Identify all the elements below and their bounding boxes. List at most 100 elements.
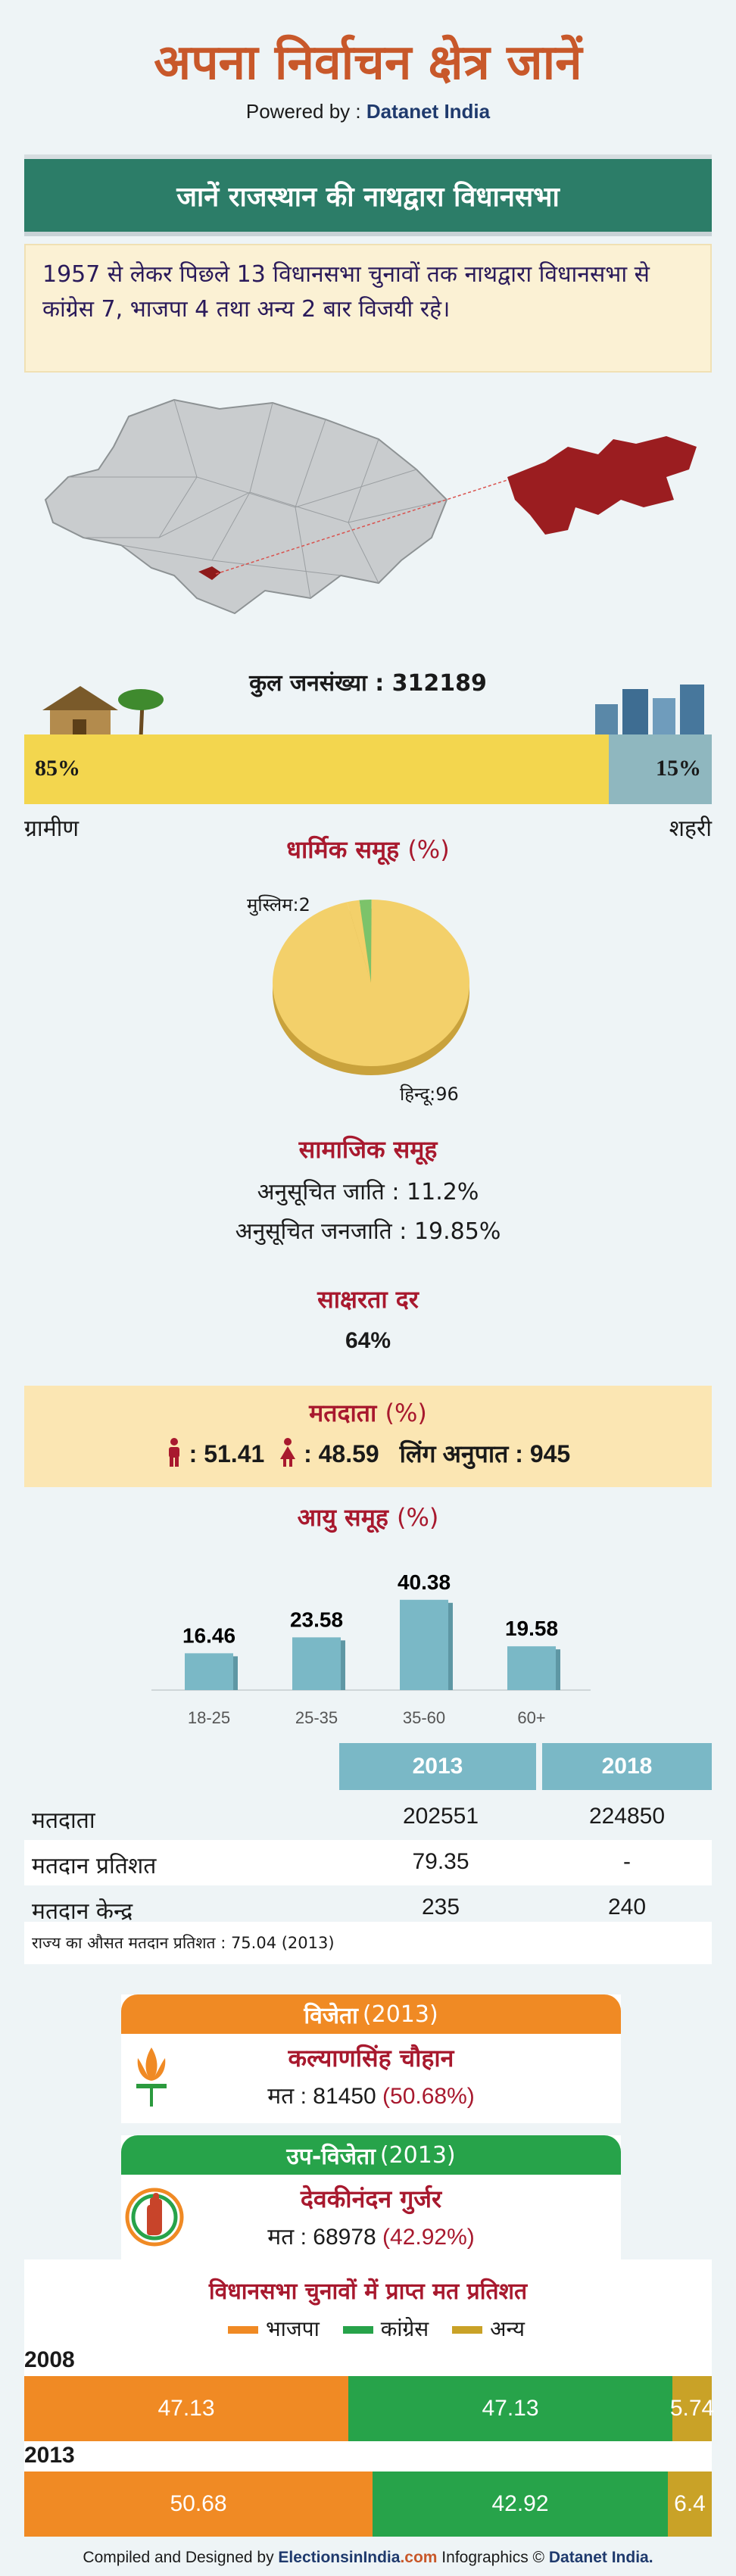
urban-label: शहरी: [669, 816, 712, 842]
vote-share-legend: भाजपा कांग्रेस अन्य: [24, 2314, 712, 2343]
row-label: मतदान प्रतिशत: [32, 1853, 157, 1879]
pointer-line: [215, 479, 508, 575]
age-title-unit: (%): [396, 1503, 439, 1532]
winner-votes-count: मत : 81450: [267, 2084, 376, 2109]
age-title-text: आयु समूह: [297, 1503, 388, 1532]
winner-header: विजेता (2013): [121, 1994, 621, 2034]
religion-title: धार्मिक समूह (%): [0, 833, 736, 865]
age-bar-0: [185, 1653, 233, 1690]
vote-share-segment: 42.92: [373, 2472, 668, 2537]
village-hut-icon: [42, 686, 164, 738]
constituency-enlarged: [507, 436, 697, 535]
legend-swatch-bjp: [227, 2326, 258, 2334]
row-label: मतदान केन्द्र: [32, 1898, 133, 1925]
pie-slice-0: [359, 900, 372, 983]
age-category-label-2: 35-60: [403, 1708, 445, 1727]
col-2018: 2018: [542, 1743, 712, 1790]
voters-title-unit: (%): [385, 1399, 427, 1427]
age-title: आयु समूह (%): [0, 1501, 736, 1533]
constituency-banner: जानें राजस्थान की नाथद्वारा विधानसभा: [24, 154, 712, 236]
religion-pie-chart: [272, 900, 469, 1075]
footer: Compiled and Designed by ElectionsinIndi…: [0, 2549, 736, 2567]
winner-card: विजेता (2013) कल्याणसिंह चौहान मत : 8145…: [121, 1994, 621, 2123]
vote-share-segment: 5.74: [670, 2376, 714, 2441]
winner-votes: मत : 81450 (50.68%): [121, 2079, 621, 2110]
female-icon: [280, 1438, 296, 1467]
runner-up-name: देवकीनंदन गुर्जर: [300, 2185, 442, 2213]
footer-site2: Datanet India.: [548, 2549, 653, 2566]
male-icon: [168, 1438, 179, 1467]
col-2013: 2013: [339, 1743, 536, 1790]
winner-votes-pct: (50.68%): [382, 2084, 475, 2109]
age-value-label-1: 23.58: [290, 1608, 343, 1631]
table-row: मतदान केन्द्र 235 240: [24, 1885, 712, 1931]
female-share: : 48.59: [304, 1440, 379, 1467]
bjp-lotus-icon: [136, 2047, 167, 2107]
age-bar-side-0: [233, 1656, 238, 1690]
vote-share-box: विधानसभा चुनावों में प्राप्त मत प्रतिशत …: [24, 2259, 714, 2537]
age-value-label-0: 16.46: [182, 1623, 235, 1647]
runner-up-header-year: (2013): [379, 2141, 456, 2169]
intro-box: 1957 से लेकर पिछले 13 विधानसभा चुनावों त…: [24, 244, 712, 373]
age-bar-2: [400, 1599, 448, 1690]
vote-share-bar-2013: 50.68 42.92 6.4: [24, 2472, 712, 2537]
male-share: : 51.41: [189, 1440, 265, 1467]
runner-up-header: उप-विजेता (2013): [121, 2135, 621, 2175]
row-2013: 79.35: [412, 1849, 469, 1874]
age-category-label-0: 18-25: [188, 1708, 230, 1727]
age-bar-3: [507, 1646, 556, 1690]
vote-share-segment: 6.4: [668, 2472, 712, 2537]
age-bar-side-2: [448, 1602, 453, 1690]
urban-bar: [609, 734, 712, 804]
legend-inc: कांग्रेस: [380, 2316, 429, 2341]
footer-site1: ElectionsinIndia: [278, 2549, 401, 2566]
runner-up-votes: मत : 68978 (42.92%): [121, 2220, 621, 2251]
rural-bar: [24, 734, 609, 804]
legend-swatch-others: [452, 2326, 483, 2334]
age-bar-side-3: [556, 1649, 560, 1690]
literacy-value: 64%: [345, 1328, 391, 1353]
runner-up-header-text: उप-विजेता: [286, 2143, 376, 2170]
row-2018: 224850: [588, 1804, 666, 1829]
state-outline: [44, 398, 448, 615]
row-2018: -: [623, 1849, 631, 1874]
total-population: कुल जनसंख्या : 312189: [249, 670, 487, 697]
constituency-highlight-small: [198, 566, 221, 580]
table-note-background: [24, 1922, 712, 1964]
pie-label-muslim: मुस्लिम:2: [247, 894, 310, 915]
district-lines: [68, 399, 448, 599]
footer-site1-suffix: .com: [400, 2549, 438, 2566]
age-category-label-1: 25-35: [295, 1708, 338, 1727]
pie-slices: [272, 900, 469, 1066]
legend-bjp: भाजपा: [265, 2316, 320, 2341]
age-bar-chart: 16.46 18-25 23.58 25-35 40.38 35-60 19.58 60+: [151, 1570, 591, 1727]
winner-name: कल्याणसिंह चौहान: [288, 2044, 454, 2072]
vote-share-year-2008: 2008: [24, 2347, 75, 2372]
age-bar-side-1: [341, 1640, 345, 1690]
age-value-label-2: 40.38: [398, 1570, 451, 1594]
powered-by: Powered by : Datanet India: [0, 100, 736, 123]
table-row: मतदाता 202551 224850: [24, 1795, 712, 1840]
row-label: मतदाता: [32, 1807, 95, 1834]
pie-slice-2: [347, 900, 371, 983]
vote-share-segment: 47.13: [348, 2376, 672, 2441]
religion-title-unit: (%): [407, 835, 450, 864]
rajasthan-map-illustration: [44, 398, 697, 615]
legend-others: अन्य: [490, 2316, 525, 2341]
powered-brand: Datanet India: [366, 100, 491, 123]
social-title: सामाजिक समूह: [298, 1135, 438, 1164]
page-title: अपना निर्वाचन क्षेत्र जानें: [154, 35, 582, 91]
winner-header-text: विजेता: [304, 2002, 358, 2029]
table-row: मतदान प्रतिशत 79.35 -: [24, 1840, 712, 1885]
voters-title-text: मतदाता: [309, 1399, 377, 1427]
vote-share-segment: 47.13: [24, 2376, 348, 2441]
runner-up-votes-count: मत : 68978: [267, 2225, 376, 2250]
footer-prefix: Compiled and Designed by: [83, 2549, 279, 2566]
runner-up-card: उप-विजेता (2013) देवकीनंदन गुर्जर मत : 6…: [121, 2135, 621, 2264]
age-bars: 16.46 18-25 23.58 25-35 40.38 35-60 19.58 60+: [182, 1570, 560, 1727]
powered-prefix: Powered by :: [245, 100, 366, 123]
vote-share-segment: 50.68: [24, 2472, 373, 2537]
congress-hand-icon: [125, 2188, 184, 2247]
row-2018: 240: [607, 1895, 647, 1920]
voters-box: मतदाता (%) : 51.41 : 48.59 लिंग अनुपात :…: [24, 1386, 712, 1487]
